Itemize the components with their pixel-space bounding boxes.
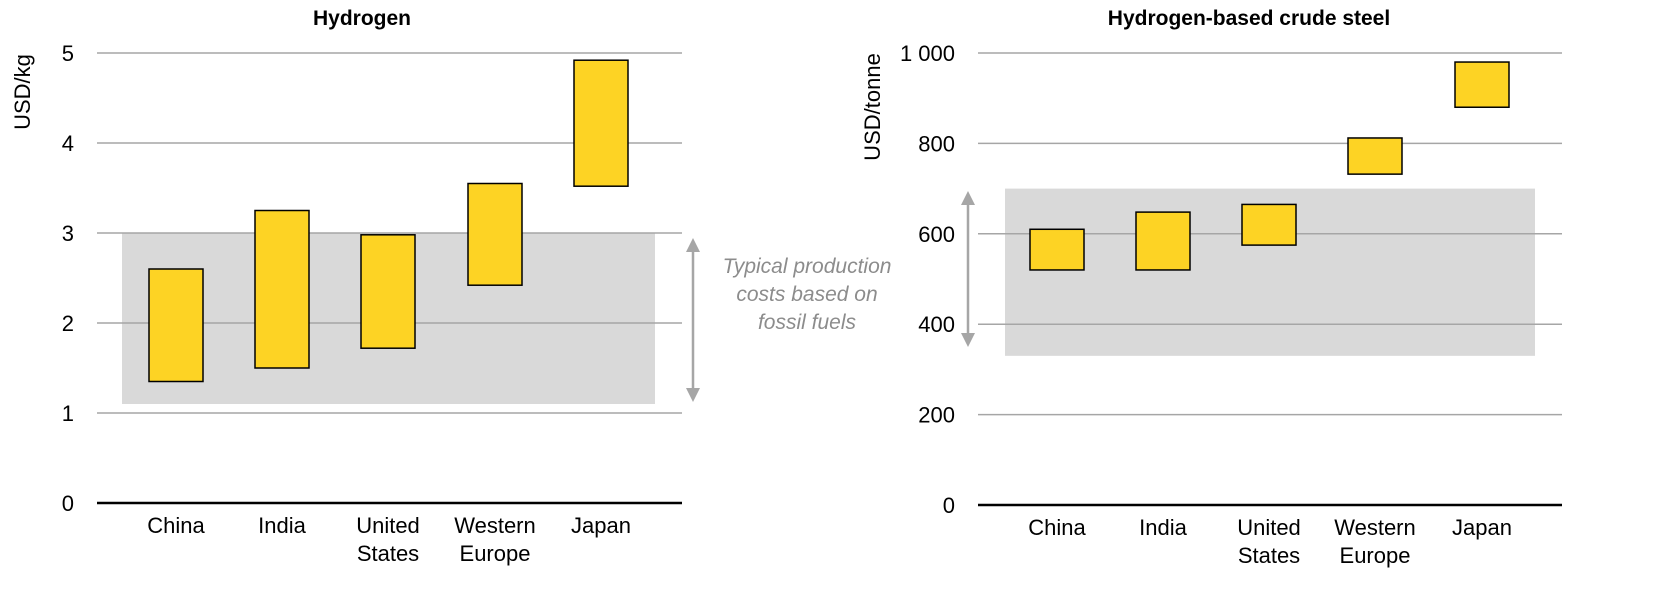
fossil-cost-annotation: fossil fuels <box>758 311 857 334</box>
category-label: India <box>1139 515 1187 540</box>
category-label: Japan <box>1452 515 1512 540</box>
fossil-cost-annotation: costs based on <box>736 283 877 306</box>
category-label: Western <box>1334 515 1416 540</box>
chart-title: Hydrogen-based crude steel <box>1108 7 1390 30</box>
range-bar <box>573 59 629 187</box>
category-label: United <box>356 513 420 538</box>
range-bar <box>1454 61 1510 108</box>
category-label: China <box>147 513 205 538</box>
y-tick-label: 200 <box>918 403 955 428</box>
y-tick-label: 400 <box>918 312 955 337</box>
y-tick-label: 0 <box>943 493 955 518</box>
category-label: China <box>1028 515 1086 540</box>
y-tick-label: 1 000 <box>900 41 955 66</box>
category-label: States <box>1238 543 1300 568</box>
y-tick-label: 1 <box>62 401 74 426</box>
fossil-cost-annotation: Typical production <box>723 255 892 278</box>
range-bar <box>148 268 204 383</box>
y-tick-label: 600 <box>918 222 955 247</box>
y-tick-label: 5 <box>62 41 74 66</box>
range-bar <box>360 234 416 349</box>
category-label: Japan <box>571 513 631 538</box>
y-tick-label: 2 <box>62 311 74 336</box>
arrow-head-down-icon <box>686 388 700 402</box>
arrow-head-up-icon <box>686 238 700 252</box>
y-tick-label: 800 <box>918 131 955 156</box>
range-bar <box>1029 228 1085 271</box>
y-tick-label: 4 <box>62 131 74 156</box>
category-label: Europe <box>460 541 531 566</box>
y-axis-label: USD/tonne <box>860 53 885 161</box>
category-label: India <box>258 513 306 538</box>
category-label: Western <box>454 513 536 538</box>
category-label: States <box>357 541 419 566</box>
arrow-head-up-icon <box>961 191 975 205</box>
chart-title: Hydrogen <box>313 7 411 30</box>
category-label: United <box>1237 515 1301 540</box>
range-bar <box>467 182 523 286</box>
range-bar <box>1241 203 1297 246</box>
range-bar <box>254 209 310 369</box>
y-tick-label: 0 <box>62 491 74 516</box>
y-tick-label: 3 <box>62 221 74 246</box>
range-bar <box>1347 137 1403 175</box>
arrow-head-down-icon <box>961 333 975 347</box>
y-axis-label: USD/kg <box>10 54 35 130</box>
category-label: Europe <box>1340 543 1411 568</box>
range-bar <box>1135 211 1191 271</box>
